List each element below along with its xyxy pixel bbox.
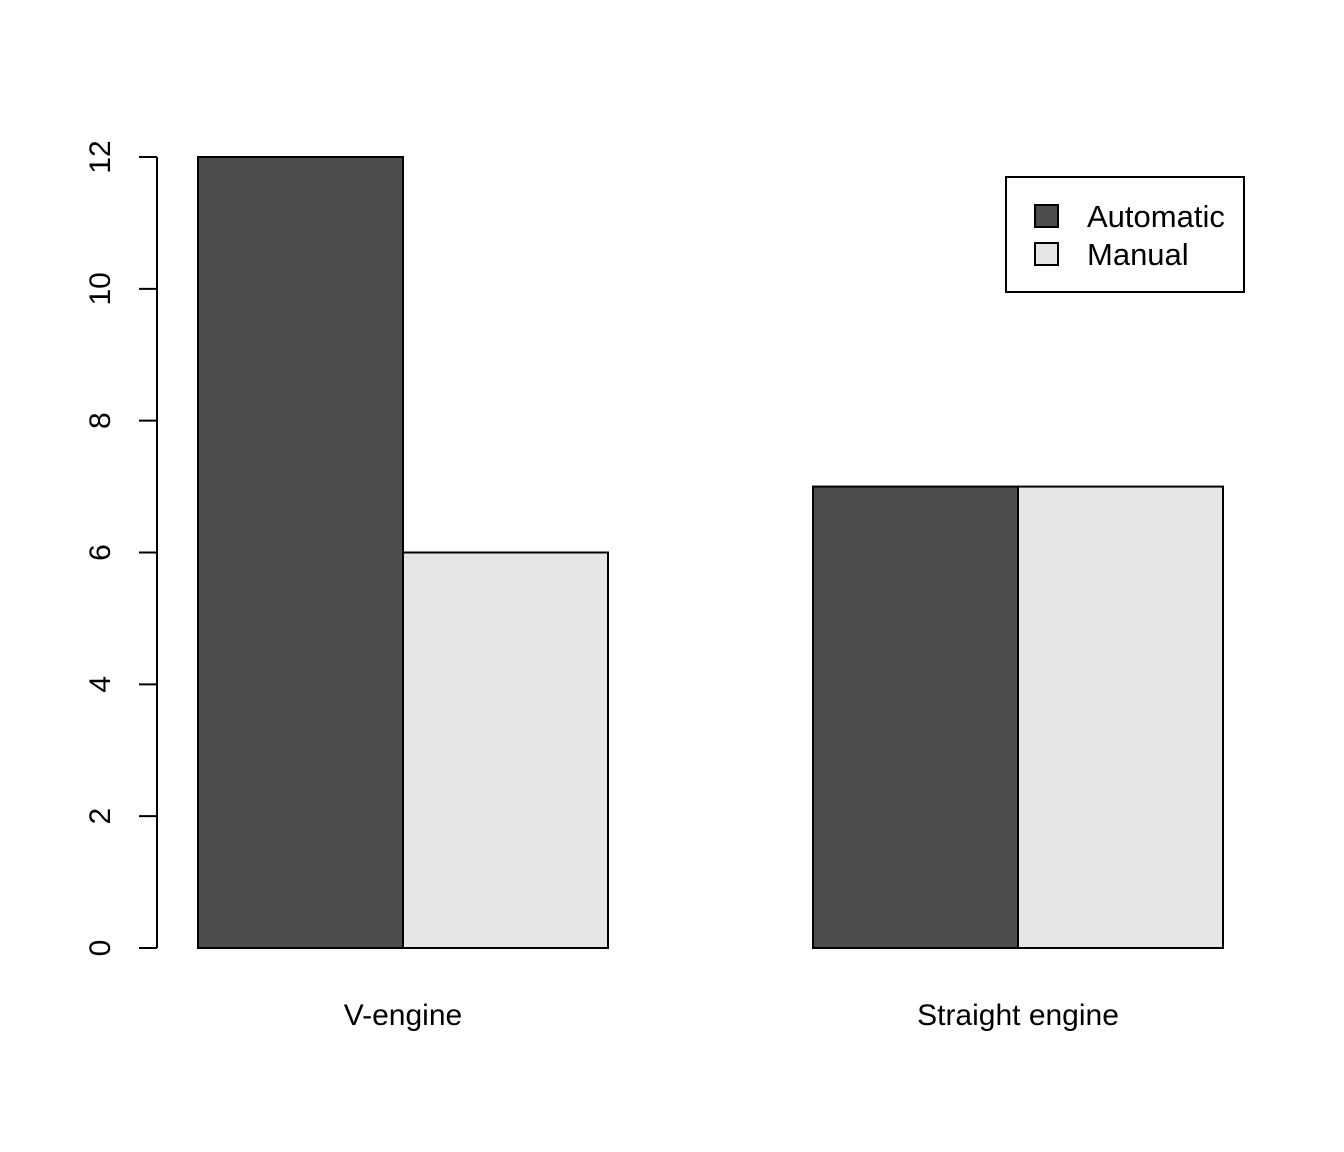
x-category-labels: V-engine Straight engine	[344, 999, 1119, 1032]
y-tick-label: 10	[84, 272, 117, 305]
y-tick-label: 8	[84, 412, 117, 429]
legend-swatch-manual	[1034, 242, 1059, 266]
bar-straight-engine-manual	[1017, 485, 1224, 949]
bar-v-engine-automatic	[197, 156, 404, 949]
y-tick-label: 4	[84, 676, 117, 693]
legend-label-manual: Manual	[1087, 237, 1189, 272]
bars-layer	[197, 156, 1224, 949]
x-category-label: Straight engine	[917, 999, 1119, 1032]
legend-label-automatic: Automatic	[1087, 199, 1225, 234]
y-tick-label: 12	[84, 140, 117, 173]
y-ticks: 0 2 4 6 8 10 12	[84, 140, 157, 956]
y-tick-label: 2	[84, 808, 117, 825]
bar-straight-engine-automatic	[812, 485, 1019, 949]
legend-box	[1005, 176, 1245, 293]
bar-v-engine-manual	[402, 551, 609, 949]
y-tick-label: 6	[84, 544, 117, 561]
x-category-label: V-engine	[344, 999, 462, 1032]
legend-swatch-automatic	[1034, 204, 1059, 228]
y-tick-label: 0	[84, 940, 117, 957]
